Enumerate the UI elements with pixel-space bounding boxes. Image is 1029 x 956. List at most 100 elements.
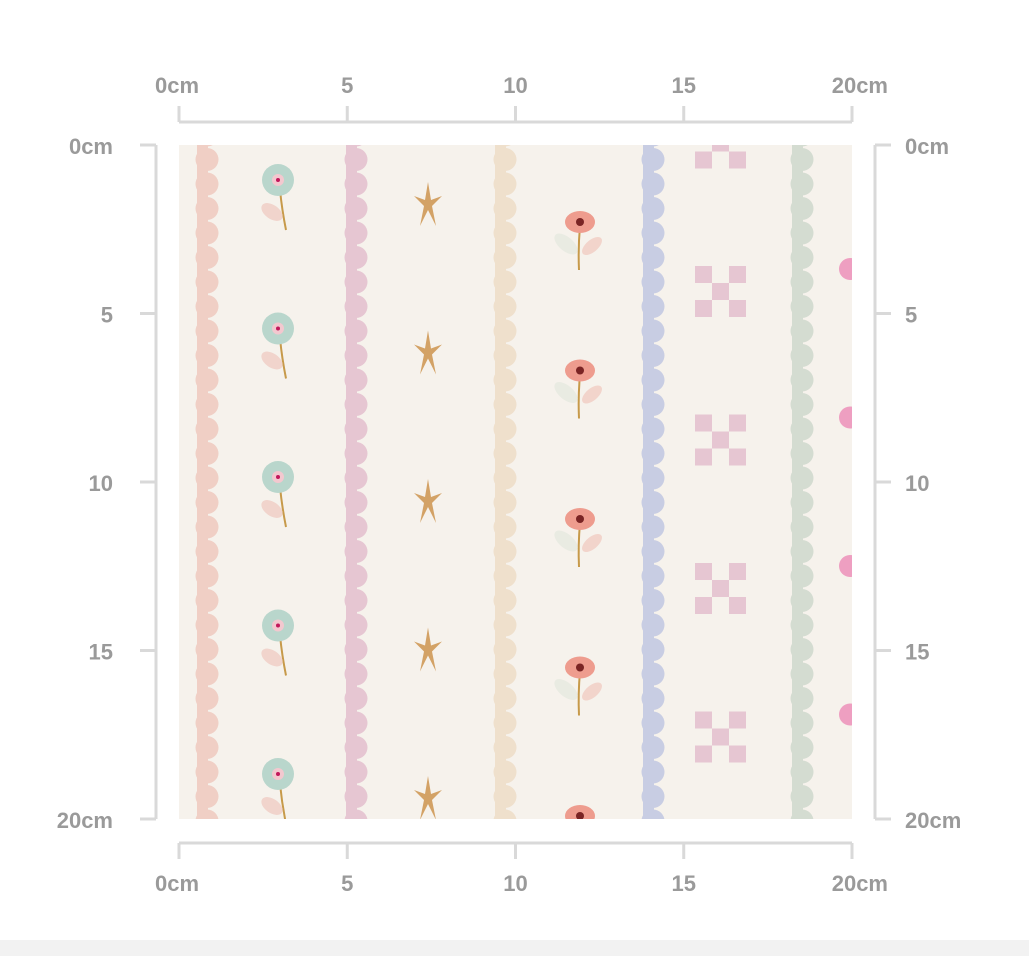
rose-motif bbox=[839, 555, 852, 577]
scallop bbox=[195, 344, 219, 367]
leaf bbox=[554, 233, 578, 255]
scallop bbox=[790, 344, 814, 367]
scallop bbox=[493, 809, 517, 819]
flower-motif bbox=[261, 164, 294, 231]
scallop bbox=[195, 638, 219, 661]
leaf bbox=[554, 382, 578, 403]
scallop bbox=[493, 466, 517, 490]
tulip-motif bbox=[565, 805, 605, 853]
scallop bbox=[647, 145, 659, 147]
scallop bbox=[195, 393, 219, 416]
scallop bbox=[344, 662, 368, 686]
check-square bbox=[729, 118, 746, 135]
scallop bbox=[195, 687, 219, 710]
scallop bbox=[344, 197, 368, 220]
center bbox=[576, 515, 584, 523]
scallop bbox=[350, 145, 362, 147]
check-square bbox=[695, 745, 712, 763]
rose-motif bbox=[839, 703, 852, 726]
scallop bbox=[790, 442, 814, 465]
scallop bbox=[195, 197, 219, 220]
ruler-label: 20cm bbox=[905, 808, 961, 833]
leaf bbox=[261, 648, 283, 667]
scallop bbox=[344, 711, 368, 735]
check-square bbox=[729, 745, 746, 763]
tulip-motif bbox=[554, 359, 602, 419]
ruler-label: 10 bbox=[503, 871, 527, 896]
scallop bbox=[790, 491, 814, 514]
scallop bbox=[790, 589, 814, 612]
ruler-label: 15 bbox=[672, 871, 696, 896]
tulip-motif bbox=[554, 508, 602, 568]
flower-motif bbox=[261, 312, 294, 379]
scallop bbox=[493, 515, 517, 539]
leaf bbox=[582, 385, 602, 404]
tulip-motif bbox=[554, 211, 602, 271]
ruler-label: 10 bbox=[503, 73, 527, 98]
ruler-label: 15 bbox=[672, 73, 696, 98]
footer-bar bbox=[0, 940, 1029, 956]
star-motif bbox=[414, 182, 442, 226]
scallop bbox=[493, 197, 517, 220]
check-square bbox=[695, 894, 712, 911]
scallop bbox=[195, 442, 219, 465]
dot bbox=[276, 623, 280, 628]
scallop bbox=[493, 687, 517, 710]
scallop bbox=[344, 760, 368, 784]
check-square bbox=[729, 448, 746, 466]
leaf bbox=[554, 679, 578, 700]
scallop bbox=[790, 197, 814, 220]
star bbox=[414, 182, 442, 226]
leaf bbox=[579, 828, 605, 853]
scallop bbox=[641, 540, 665, 563]
scallop bbox=[641, 760, 665, 784]
center bbox=[576, 812, 584, 819]
ruler-label: 5 bbox=[341, 871, 353, 896]
scallop bbox=[493, 246, 517, 269]
scallop bbox=[790, 246, 814, 269]
scallop bbox=[344, 246, 368, 269]
scallop bbox=[344, 442, 368, 465]
star-motif bbox=[414, 479, 442, 523]
scallop bbox=[344, 172, 368, 196]
scallop bbox=[344, 736, 368, 759]
scallop bbox=[493, 442, 517, 465]
check-square bbox=[695, 860, 712, 877]
scallop bbox=[493, 564, 517, 588]
center bbox=[576, 366, 584, 375]
leaf bbox=[261, 203, 283, 221]
check-square bbox=[712, 145, 729, 152]
scallop bbox=[790, 662, 814, 686]
check-square bbox=[729, 711, 746, 729]
ruler-label: 20cm bbox=[832, 73, 888, 98]
scallop bbox=[641, 785, 665, 808]
check-square bbox=[695, 266, 712, 283]
scallop bbox=[344, 589, 368, 612]
scallop bbox=[493, 785, 517, 808]
scallop bbox=[493, 319, 517, 343]
scallop bbox=[641, 491, 665, 514]
scallop bbox=[641, 442, 665, 465]
scallop bbox=[493, 589, 517, 612]
scallop bbox=[195, 319, 219, 343]
scallop bbox=[195, 368, 219, 392]
tulip-motif bbox=[554, 656, 602, 716]
scallop bbox=[796, 145, 808, 147]
check-square bbox=[695, 711, 712, 729]
check-square bbox=[695, 448, 712, 466]
leaf bbox=[261, 500, 283, 518]
scallop bbox=[493, 344, 517, 367]
scallop bbox=[195, 736, 219, 759]
rose-motif bbox=[839, 406, 852, 429]
ruler-label: 5 bbox=[341, 73, 353, 98]
scallop bbox=[790, 540, 814, 563]
ruler-label: 10 bbox=[89, 471, 113, 496]
rose-motif bbox=[839, 258, 852, 280]
flower-motif bbox=[261, 609, 294, 676]
scallop bbox=[641, 197, 665, 220]
flower-motif bbox=[261, 461, 294, 528]
scallop bbox=[641, 172, 665, 196]
scallop bbox=[493, 148, 517, 171]
scallop bbox=[790, 613, 814, 637]
scallop bbox=[790, 638, 814, 661]
